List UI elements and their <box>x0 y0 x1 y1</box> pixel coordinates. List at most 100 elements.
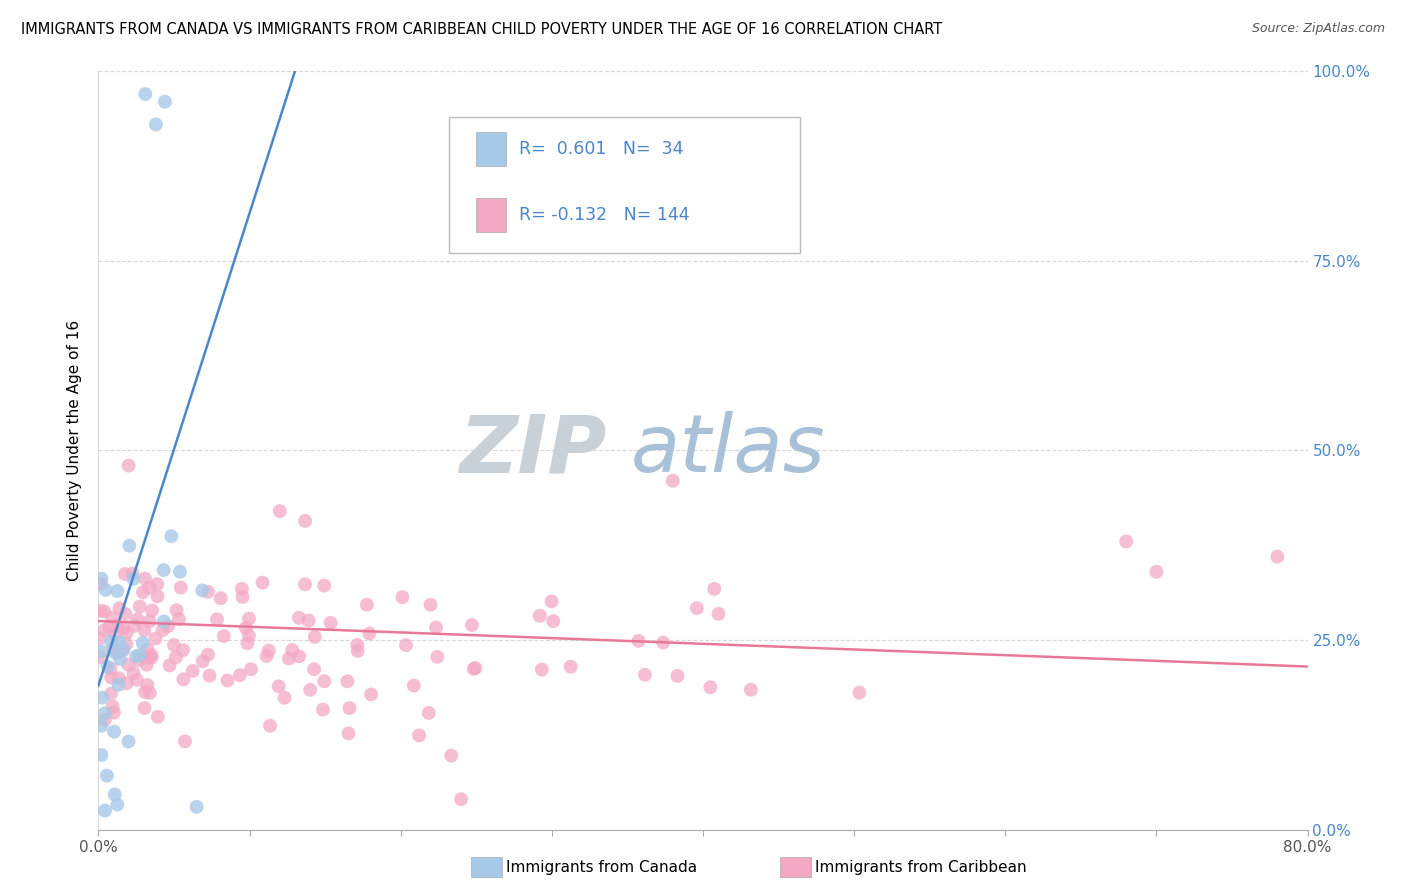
Point <box>273 690 295 705</box>
Point <box>391 590 413 604</box>
Point <box>104 788 127 802</box>
Text: Immigrants from Caribbean: Immigrants from Caribbean <box>815 860 1028 874</box>
Point <box>94 804 117 818</box>
Point <box>108 652 131 666</box>
Point <box>134 572 156 586</box>
Point <box>686 601 709 615</box>
Point <box>91 690 114 705</box>
Point <box>101 699 124 714</box>
Point <box>146 710 169 724</box>
Point <box>170 581 193 595</box>
Point <box>543 614 565 628</box>
Point <box>114 607 136 621</box>
Point <box>314 674 336 689</box>
Point <box>464 661 486 675</box>
Point <box>145 117 167 131</box>
Point <box>152 563 174 577</box>
Point <box>89 650 111 665</box>
Point <box>277 651 299 665</box>
Point <box>191 583 214 598</box>
Point <box>297 614 319 628</box>
Point <box>105 646 128 660</box>
Point <box>90 719 112 733</box>
Point <box>128 648 150 662</box>
Point <box>112 642 135 657</box>
Bar <box>780 857 811 877</box>
Point <box>236 636 259 650</box>
Point <box>132 585 155 599</box>
Point <box>707 607 730 621</box>
Point <box>146 590 169 604</box>
Point <box>93 706 115 721</box>
Point <box>336 674 359 689</box>
Point <box>138 614 160 628</box>
Point <box>118 539 141 553</box>
Point <box>408 728 430 742</box>
Point <box>89 631 111 645</box>
Point <box>419 598 441 612</box>
Point <box>294 514 316 528</box>
Text: Source: ZipAtlas.com: Source: ZipAtlas.com <box>1251 22 1385 36</box>
Text: atlas: atlas <box>630 411 825 490</box>
Point <box>299 682 322 697</box>
Point <box>138 581 160 595</box>
Point <box>699 680 721 694</box>
Point <box>152 623 174 637</box>
Point <box>115 637 138 651</box>
Point <box>212 629 235 643</box>
Text: R= -0.132   N= 144: R= -0.132 N= 144 <box>519 206 690 225</box>
Point <box>165 650 187 665</box>
Point <box>89 604 111 618</box>
Point <box>359 626 381 640</box>
Point <box>153 615 176 629</box>
Point <box>132 636 155 650</box>
Point <box>98 620 121 634</box>
Point <box>346 644 368 658</box>
Bar <box>475 198 506 232</box>
Point <box>302 662 325 676</box>
Point <box>337 726 360 740</box>
Point <box>128 653 150 667</box>
Point <box>101 610 124 624</box>
Point <box>288 649 311 664</box>
Point <box>1267 549 1289 564</box>
Point <box>115 625 138 640</box>
Point <box>90 747 112 762</box>
Point <box>402 679 425 693</box>
Point <box>121 566 143 581</box>
Point <box>111 643 134 657</box>
Point <box>125 673 148 687</box>
Point <box>117 657 139 672</box>
Point <box>461 618 484 632</box>
Bar <box>471 857 502 877</box>
Point <box>269 504 291 518</box>
Text: IMMIGRANTS FROM CANADA VS IMMIGRANTS FROM CARIBBEAN CHILD POVERTY UNDER THE AGE : IMMIGRANTS FROM CANADA VS IMMIGRANTS FRO… <box>21 22 942 37</box>
Point <box>134 624 156 638</box>
Point <box>1115 534 1137 549</box>
Point <box>267 679 290 693</box>
Point <box>450 792 472 806</box>
Point <box>314 578 336 592</box>
Point <box>127 612 149 626</box>
Point <box>100 661 122 675</box>
Point <box>124 619 146 633</box>
Point <box>281 643 304 657</box>
Point <box>304 630 326 644</box>
Point <box>90 644 112 658</box>
Point <box>143 632 166 646</box>
Point <box>529 608 551 623</box>
Point <box>163 638 186 652</box>
Point <box>256 648 278 663</box>
Point <box>530 663 553 677</box>
Point <box>288 611 311 625</box>
Point <box>198 668 221 682</box>
Point <box>100 670 122 684</box>
Point <box>134 87 156 102</box>
Point <box>229 668 252 682</box>
Point <box>146 577 169 591</box>
Point <box>136 642 159 657</box>
Point <box>136 678 159 692</box>
Point <box>108 635 131 649</box>
Point <box>661 474 683 488</box>
Point <box>96 769 118 783</box>
